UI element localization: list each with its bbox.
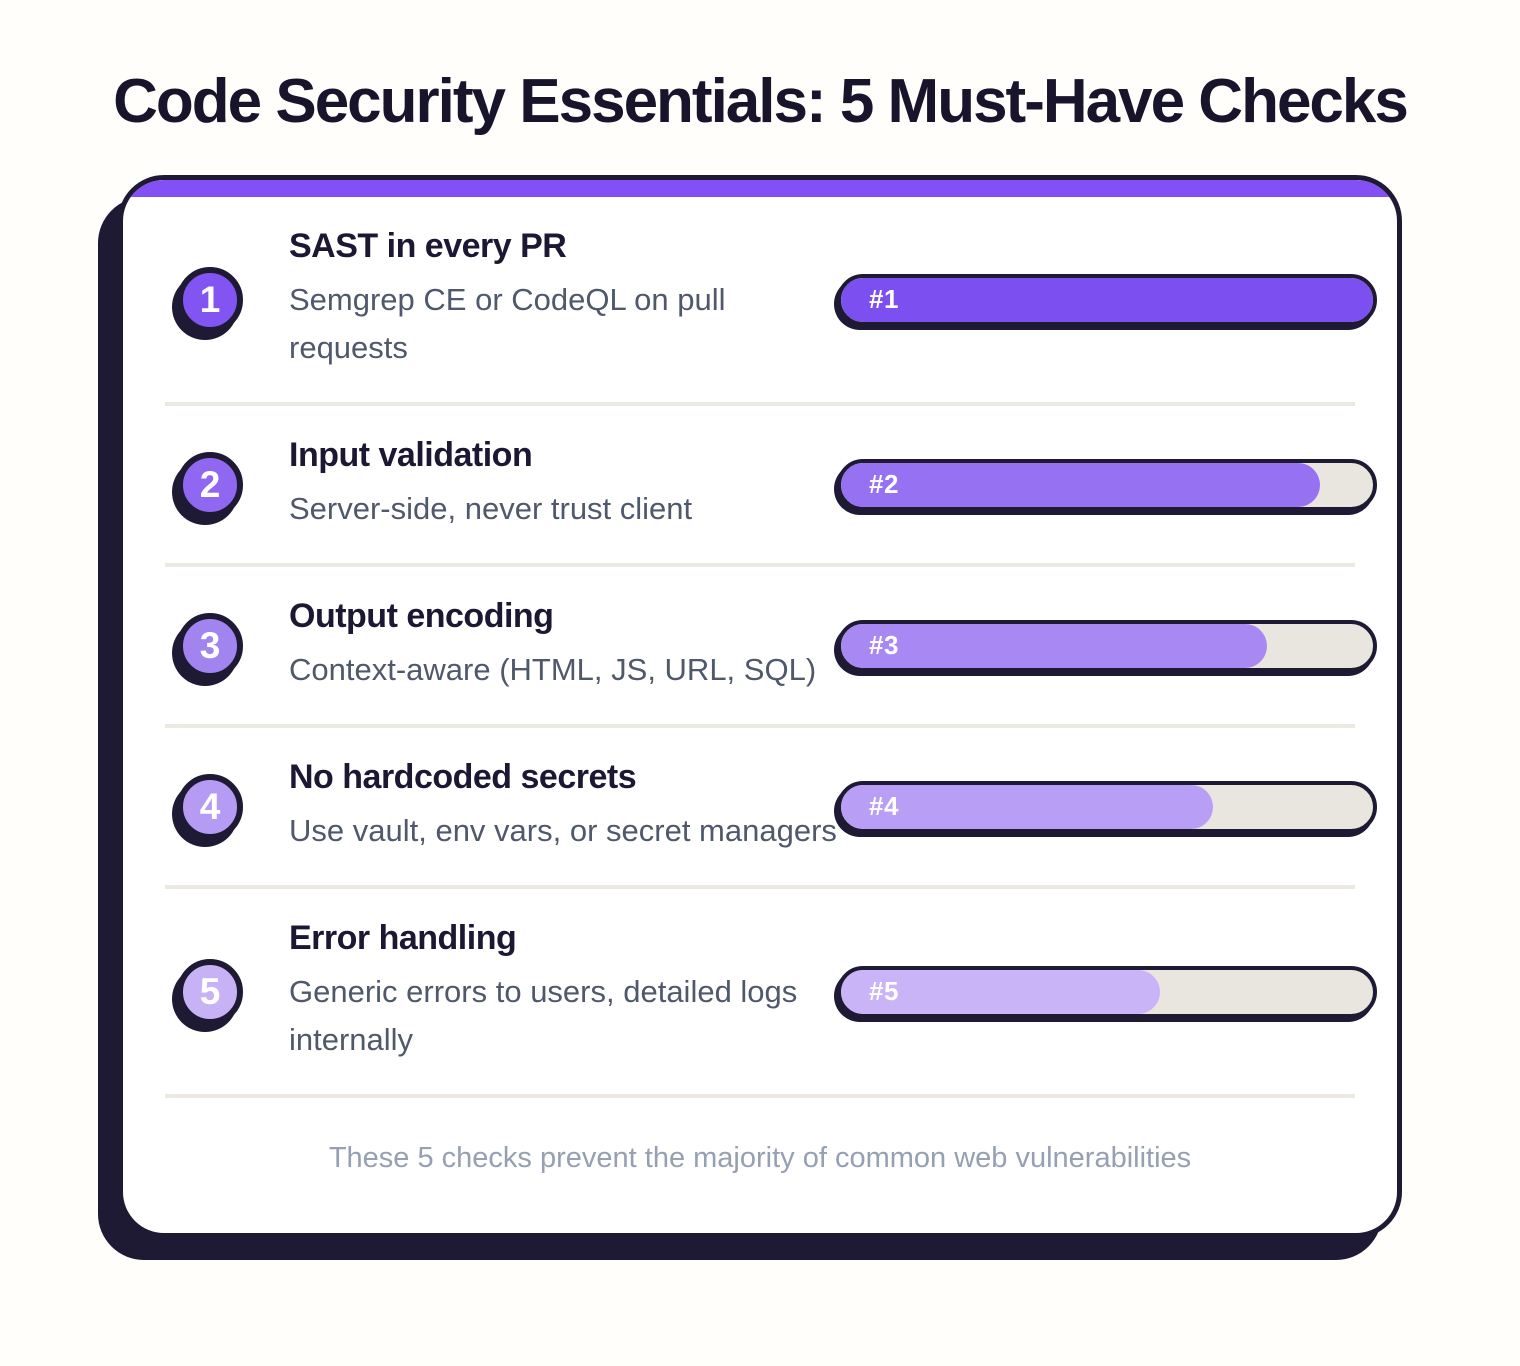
number-badge: 1 bbox=[177, 266, 243, 333]
progress-bar-track: #1 bbox=[837, 273, 1377, 326]
item-number-wrap: 2 bbox=[163, 451, 267, 518]
progress-bar-fill: #2 bbox=[841, 462, 1320, 507]
card-accent-strip bbox=[123, 180, 1397, 197]
row-divider bbox=[165, 563, 1355, 568]
item-text-block: Input validation Server-side, never trus… bbox=[289, 436, 837, 533]
progress-bar-track: #3 bbox=[837, 619, 1377, 672]
progress-bar-fill: #1 bbox=[841, 277, 1373, 322]
item-bar-wrap: #2 bbox=[837, 458, 1377, 511]
number-badge-label: 5 bbox=[199, 970, 221, 1012]
progress-bar-fill: #5 bbox=[841, 969, 1161, 1014]
item-title: No hardcoded secrets bbox=[289, 758, 637, 797]
number-badge-label: 3 bbox=[199, 624, 221, 666]
item-description: Server-side, never trust client bbox=[289, 491, 693, 527]
item-number-wrap: 4 bbox=[163, 773, 267, 840]
checklist-item-sast: 1 SAST in every PR Semgrep CE or CodeQL … bbox=[163, 197, 1377, 402]
number-badge: 3 bbox=[177, 612, 243, 679]
item-bar-wrap: #1 bbox=[837, 273, 1377, 326]
item-title: Output encoding bbox=[289, 597, 554, 636]
item-bar-wrap: #4 bbox=[837, 780, 1377, 833]
checklist-item-output-encoding: 3 Output encoding Context-aware (HTML, J… bbox=[163, 567, 1377, 724]
number-badge: 2 bbox=[177, 451, 243, 518]
item-bar-wrap: #5 bbox=[837, 965, 1377, 1018]
progress-bar-track: #4 bbox=[837, 780, 1377, 833]
rank-label: #3 bbox=[869, 630, 899, 661]
rank-label: #2 bbox=[869, 469, 899, 500]
footer-divider bbox=[165, 1094, 1355, 1099]
item-description: Context-aware (HTML, JS, URL, SQL) bbox=[289, 652, 817, 688]
footer-note: These 5 checks prevent the majority of c… bbox=[328, 1142, 1192, 1175]
progress-bar-track: #2 bbox=[837, 458, 1377, 511]
item-text-block: Output encoding Context-aware (HTML, JS,… bbox=[289, 597, 837, 694]
number-badge: 4 bbox=[177, 773, 243, 840]
item-text-block: No hardcoded secrets Use vault, env vars… bbox=[289, 758, 837, 855]
progress-bar-fill: #4 bbox=[841, 784, 1214, 829]
item-description: Semgrep CE or CodeQL on pull requests bbox=[289, 282, 726, 366]
item-text-block: SAST in every PR Semgrep CE or CodeQL on… bbox=[289, 227, 837, 372]
item-title: Error handling bbox=[289, 919, 517, 958]
item-title: SAST in every PR bbox=[289, 227, 567, 265]
item-title: Input validation bbox=[289, 436, 533, 475]
rank-label: #1 bbox=[869, 284, 899, 315]
row-divider bbox=[165, 885, 1355, 890]
number-badge: 5 bbox=[177, 958, 243, 1025]
rank-label: #4 bbox=[869, 791, 899, 822]
number-badge-label: 2 bbox=[199, 463, 221, 505]
page-title: Code Security Essentials: 5 Must-Have Ch… bbox=[113, 67, 1409, 136]
number-badge-label: 4 bbox=[199, 785, 221, 827]
checklist-item-error-handling: 5 Error handling Generic errors to users… bbox=[163, 889, 1377, 1094]
item-description: Generic errors to users, detailed logs i… bbox=[289, 974, 798, 1058]
item-number-wrap: 5 bbox=[163, 958, 267, 1025]
checklist-item-input-validation: 2 Input validation Server-side, never tr… bbox=[163, 406, 1377, 563]
checklist-item-no-hardcoded-secrets: 4 No hardcoded secrets Use vault, env va… bbox=[163, 728, 1377, 885]
item-number-wrap: 1 bbox=[163, 266, 267, 333]
rank-label: #5 bbox=[869, 976, 899, 1007]
item-text-block: Error handling Generic errors to users, … bbox=[289, 919, 837, 1064]
checklist-card: 1 SAST in every PR Semgrep CE or CodeQL … bbox=[118, 175, 1402, 1239]
item-bar-wrap: #3 bbox=[837, 619, 1377, 672]
item-description: Use vault, env vars, or secret managers bbox=[289, 813, 837, 849]
progress-bar-track: #5 bbox=[837, 965, 1377, 1018]
row-divider bbox=[165, 724, 1355, 729]
item-number-wrap: 3 bbox=[163, 612, 267, 679]
row-divider bbox=[165, 402, 1355, 407]
progress-bar-fill: #3 bbox=[841, 623, 1267, 668]
number-badge-label: 1 bbox=[199, 278, 221, 320]
